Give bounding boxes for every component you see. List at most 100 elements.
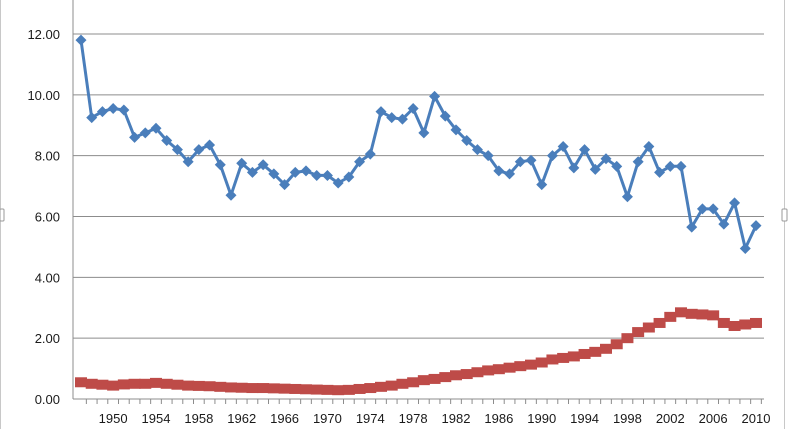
data-point [257,159,269,171]
data-point [611,160,623,172]
data-point [750,317,762,328]
data-point [514,156,526,168]
x-tick-label: 1950 [99,411,128,426]
data-point [289,166,301,178]
x-tick-label: 1986 [484,411,513,426]
data-point [589,163,601,175]
data-point [225,382,237,393]
data-point [257,383,270,394]
data-point [728,321,741,331]
data-point [654,166,666,178]
x-tick-label: 1962 [227,411,256,426]
data-point [193,144,205,156]
data-point [86,112,98,124]
data-point [653,317,666,328]
data-point [310,384,323,395]
data-point [128,378,141,389]
data-point [160,378,173,389]
data-point [439,372,452,383]
data-point [204,139,216,151]
data-point [675,160,687,172]
data-point [375,106,387,118]
data-point [289,383,302,394]
data-point [75,34,87,46]
data-point [536,179,548,191]
x-tick-label: 1954 [142,411,171,426]
data-point [632,156,644,168]
data-point [525,154,537,166]
y-tick-label: 2.00 [35,331,60,346]
data-point [96,379,109,390]
data-point [267,383,280,394]
data-point [192,380,205,391]
data-point [643,141,655,153]
data-point [632,327,645,338]
data-point [578,348,591,359]
data-point [311,169,323,181]
resize-handle[interactable] [781,208,788,222]
data-point [332,385,345,396]
x-tick-label: 1994 [570,411,599,426]
data-point [610,339,623,350]
data-point [300,384,312,395]
data-point [150,377,162,388]
data-point [407,103,419,115]
data-point [503,362,516,373]
data-point [589,346,602,357]
data-point [675,307,687,318]
data-point [171,379,184,390]
resize-handle[interactable] [0,208,5,222]
data-point [450,124,462,136]
data-point [139,127,151,139]
data-point [568,162,580,174]
data-point [642,322,655,333]
data-point [439,110,451,122]
x-tick-label: 1970 [313,411,342,426]
data-point [214,159,226,171]
series-line-1 [79,39,758,250]
data-point [493,165,505,177]
x-tick-label: 1982 [442,411,471,426]
data-point [729,197,741,209]
data-point [385,380,398,391]
x-tick-label: 1998 [613,411,642,426]
data-point [75,377,87,388]
data-point [407,377,420,388]
data-point [117,379,130,390]
data-point [375,381,387,392]
data-point [471,367,484,378]
data-point [268,168,280,180]
data-point [429,90,441,102]
data-point [685,308,698,319]
data-point [739,242,751,254]
axes [72,0,764,404]
data-point [546,354,559,365]
data-point [246,166,258,178]
data-point [600,153,612,165]
x-tick-label: 2010 [742,411,771,426]
data-point [750,220,762,232]
gridlines [73,33,764,339]
y-tick-label: 10.00 [27,88,60,103]
data-point [460,369,473,380]
data-point [182,380,195,391]
data-point [504,168,516,180]
data-point [332,177,344,189]
data-point [396,113,408,125]
x-tick-label: 2002 [656,411,685,426]
data-point [450,370,462,381]
data-point [525,359,537,370]
data-point [696,309,709,320]
y-tick-label: 8.00 [35,149,60,164]
data-point [386,112,398,124]
data-point [686,221,698,233]
data-point [321,384,334,395]
data-point [353,383,366,394]
data-point [428,373,441,384]
data-point [418,127,430,139]
data-point [417,375,430,386]
data-point [707,310,720,321]
data-point [621,333,634,344]
x-axis-tick-labels: 1950 1954 1958 1962 1966 1970 1974 1978 1982 1986… [99,411,771,426]
data-point [225,189,237,201]
